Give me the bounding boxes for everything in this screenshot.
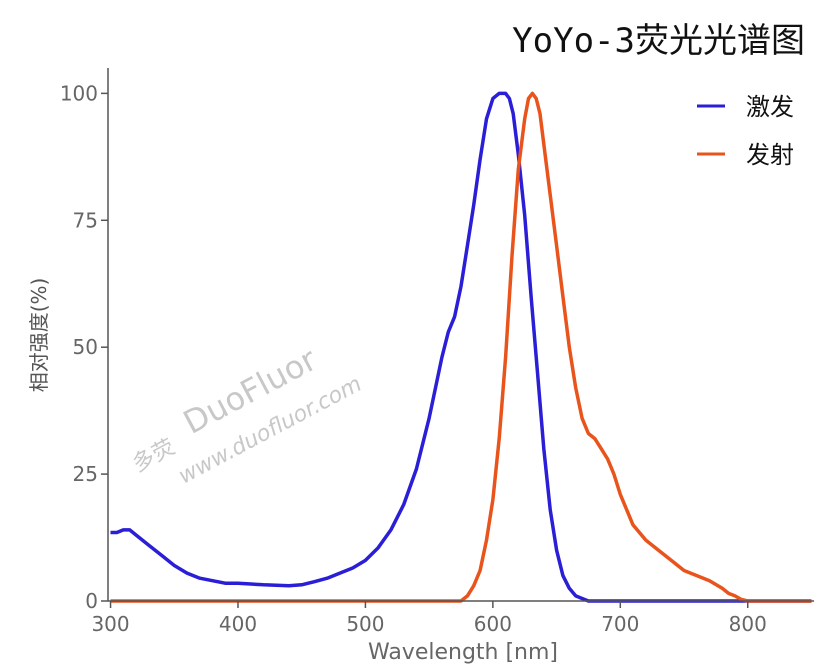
x-tick-label: 400 [219, 612, 257, 636]
y-tick-label: 75 [73, 208, 98, 232]
series-line-excitation [110, 91, 812, 603]
plot-lines [110, 91, 812, 603]
y-tick-label: 0 [85, 589, 98, 613]
x-tick-label: 300 [91, 612, 129, 636]
chart-title: YoYo-3荧光光谱图 [512, 21, 805, 61]
x-tick-label: 700 [601, 612, 639, 636]
legend-label: 激发 [746, 93, 794, 121]
y-tick-label: 50 [73, 335, 98, 359]
x-tick-label: 800 [729, 612, 767, 636]
watermark-cn: 多荧 [129, 435, 180, 478]
legend-label: 发射 [746, 141, 794, 169]
x-tick-label: 500 [346, 612, 384, 636]
y-axis-title: 相对强度(%) [27, 278, 51, 393]
y-tick-label: 100 [60, 81, 98, 105]
x-tick-label: 600 [474, 612, 512, 636]
y-axis-ticks: 0 25 50 75 100 [60, 81, 108, 613]
series-line-emission [110, 91, 812, 603]
y-tick-label: 25 [73, 462, 98, 486]
x-axis-title: Wavelength [nm] [368, 640, 558, 665]
watermark: DuoFluor 多荧 www.duofluor.com [129, 340, 366, 490]
x-axis-ticks: 300 400 500 600 700 800 [91, 601, 767, 636]
